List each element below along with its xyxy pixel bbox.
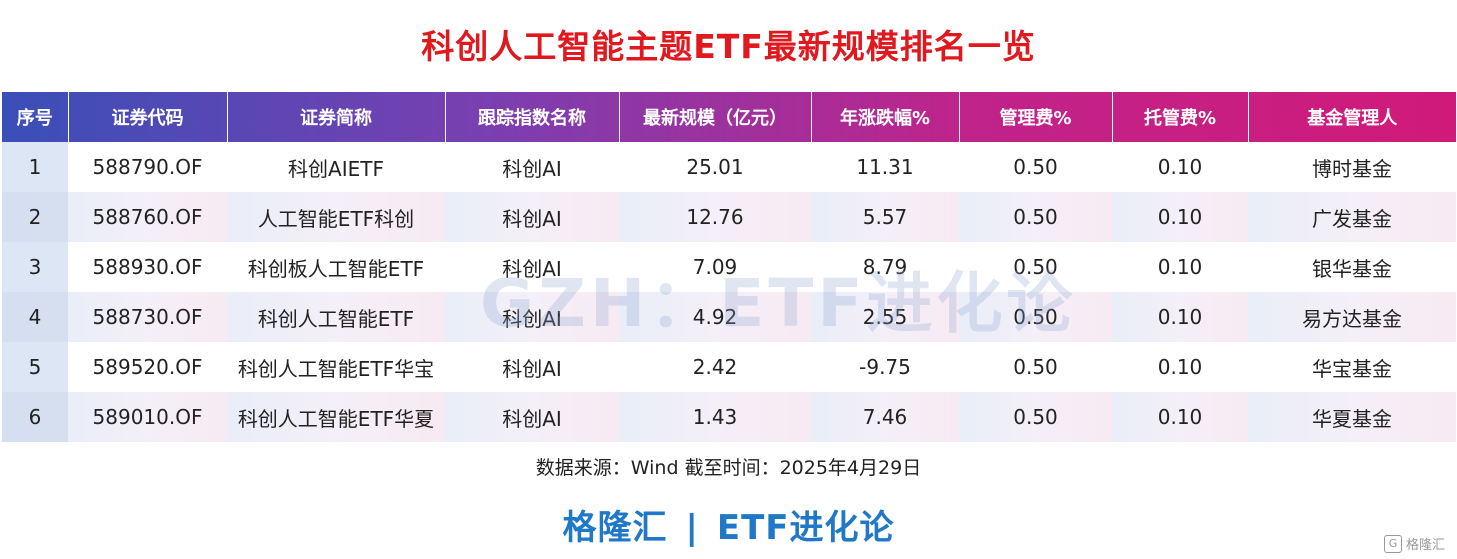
- data-source-note: 数据来源：Wind 截至时间：2025年4月29日: [535, 457, 922, 479]
- cell-index: 3: [2, 242, 68, 292]
- cell-size: 25.01: [686, 155, 744, 179]
- cell-custody-fee: 0.10: [1112, 392, 1248, 442]
- cell-tracking-index: 科创AI: [445, 392, 619, 442]
- cell-code: 588790.OF: [92, 155, 203, 179]
- cell-custody-fee: 0.10: [1112, 192, 1248, 242]
- cell-management-fee: 0.50: [1013, 155, 1058, 179]
- column-header-management-fee: 管理费%: [959, 92, 1113, 142]
- cell-size: 12.76: [619, 192, 811, 242]
- cell-fund-manager: 银华基金: [1312, 256, 1392, 281]
- cell-short-name: 科创人工智能ETF华宝: [237, 356, 435, 381]
- corner-watermark: G 格隆汇: [1383, 534, 1445, 553]
- footer-brand: 格隆汇 | ETF进化论: [0, 500, 1457, 549]
- cell-code: 588930.OF: [92, 255, 203, 279]
- cell-code: 589520.OF: [92, 355, 203, 379]
- table-row: 5 589520.OF 科创人工智能ETF华宝 科创AI 2.42 -9.75 …: [2, 342, 1456, 392]
- cell-fund-manager: 华宝基金: [1312, 356, 1392, 381]
- cell-management-fee: 0.50: [959, 392, 1112, 442]
- cell-size: 1.43: [619, 392, 811, 442]
- table-row: 1 588790.OF 科创AIETF 科创AI 25.01 11.31 0.5…: [2, 142, 1456, 192]
- cell-short-name: 科创板人工智能ETF: [247, 256, 425, 281]
- cell-size: 4.92: [619, 292, 811, 342]
- cell-size: 7.09: [692, 255, 738, 279]
- etf-ranking-table: 序号 证券代码 证券简称 跟踪指数名称 最新规模（亿元） 年涨跌幅% 管理费% …: [2, 92, 1456, 442]
- cell-custody-fee: 0.10: [1157, 255, 1203, 279]
- cell-yearly-change: 7.46: [811, 392, 959, 442]
- page-title: 科创人工智能主题ETF最新规模排名一览: [421, 27, 1036, 66]
- column-header-tracking-index: 跟踪指数名称: [445, 92, 620, 142]
- cell-short-name: 科创人工智能ETF华夏: [227, 392, 445, 442]
- cell-yearly-change: -9.75: [859, 355, 911, 379]
- cell-yearly-change: 5.57: [811, 192, 959, 242]
- cell-yearly-change: 11.31: [856, 155, 914, 179]
- table-row: 4 588730.OF 科创人工智能ETF 科创AI 4.92 2.55 0.5…: [2, 292, 1456, 342]
- table-row: 6 589010.OF 科创人工智能ETF华夏 科创AI 1.43 7.46 0…: [2, 392, 1456, 442]
- cell-index: 2: [2, 192, 68, 242]
- cell-management-fee: 0.50: [959, 192, 1112, 242]
- brand-logo-icon: G: [1383, 534, 1402, 553]
- cell-tracking-index: 科创AI: [502, 356, 562, 381]
- cell-custody-fee: 0.10: [1157, 355, 1203, 379]
- table-header-row: 序号 证券代码 证券简称 跟踪指数名称 最新规模（亿元） 年涨跌幅% 管理费% …: [2, 92, 1456, 142]
- column-header-fund-manager: 基金管理人: [1307, 108, 1398, 129]
- cell-short-name: 科创人工智能ETF: [227, 292, 445, 342]
- cell-size: 2.42: [692, 355, 738, 379]
- column-header-short-name: 证券简称: [227, 92, 446, 142]
- column-header-custody-fee: 托管费%: [1112, 92, 1249, 142]
- cell-fund-manager: 博时基金: [1312, 156, 1392, 181]
- footer-separator: |: [685, 508, 699, 548]
- cell-code: 588760.OF: [68, 192, 227, 242]
- corner-watermark-text: 格隆汇: [1405, 538, 1445, 553]
- column-header-code: 证券代码: [68, 92, 228, 142]
- cell-custody-fee: 0.10: [1112, 292, 1248, 342]
- cell-fund-manager: 广发基金: [1248, 192, 1456, 242]
- cell-index: 6: [2, 392, 68, 442]
- cell-code: 589010.OF: [68, 392, 227, 442]
- cell-tracking-index: 科创AI: [445, 292, 619, 342]
- cell-management-fee: 0.50: [959, 292, 1112, 342]
- cell-index: 4: [2, 292, 68, 342]
- cell-tracking-index: 科创AI: [445, 192, 619, 242]
- footer-brand-name: 格隆汇: [562, 508, 668, 548]
- table-row: 3 588930.OF 科创板人工智能ETF 科创AI 7.09 8.79 0.…: [2, 242, 1456, 292]
- footer-channel-name: ETF进化论: [716, 508, 895, 548]
- cell-custody-fee: 0.10: [1157, 155, 1203, 179]
- cell-management-fee: 0.50: [1013, 255, 1058, 279]
- cell-index: 5: [2, 342, 68, 392]
- cell-code: 588730.OF: [68, 292, 227, 342]
- table-row: 2 588760.OF 人工智能ETF科创 科创AI 12.76 5.57 0.…: [2, 192, 1456, 242]
- cell-index: 1: [2, 142, 68, 192]
- cell-fund-manager: 华夏基金: [1248, 392, 1456, 442]
- cell-yearly-change: 8.79: [862, 255, 908, 279]
- column-header-yearly-change: 年涨跌幅%: [811, 92, 960, 142]
- cell-management-fee: 0.50: [1013, 355, 1058, 379]
- cell-yearly-change: 2.55: [811, 292, 959, 342]
- cell-tracking-index: 科创AI: [502, 256, 562, 281]
- cell-tracking-index: 科创AI: [502, 156, 562, 181]
- cell-short-name: 人工智能ETF科创: [227, 192, 445, 242]
- cell-fund-manager: 易方达基金: [1248, 292, 1456, 342]
- column-header-index: 序号: [2, 92, 69, 142]
- cell-short-name: 科创AIETF: [288, 156, 384, 181]
- column-header-size: 最新规模（亿元）: [619, 92, 812, 142]
